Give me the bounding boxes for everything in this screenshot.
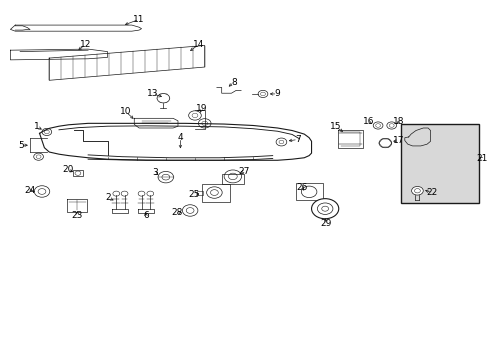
Circle shape bbox=[276, 138, 286, 146]
Circle shape bbox=[34, 186, 50, 197]
Text: 8: 8 bbox=[230, 78, 236, 87]
Text: 4: 4 bbox=[177, 133, 183, 142]
Text: 1: 1 bbox=[34, 122, 40, 131]
Text: 10: 10 bbox=[120, 107, 131, 116]
Circle shape bbox=[146, 191, 153, 196]
Circle shape bbox=[157, 94, 169, 103]
Text: 25: 25 bbox=[188, 190, 199, 199]
Circle shape bbox=[414, 189, 420, 193]
Circle shape bbox=[228, 173, 237, 180]
Circle shape bbox=[301, 186, 316, 198]
Circle shape bbox=[260, 92, 265, 96]
Circle shape bbox=[378, 138, 391, 148]
Circle shape bbox=[121, 191, 128, 196]
Circle shape bbox=[386, 122, 396, 129]
Text: 19: 19 bbox=[195, 104, 206, 113]
Text: 16: 16 bbox=[362, 117, 373, 126]
Text: 21: 21 bbox=[475, 154, 486, 163]
Circle shape bbox=[317, 203, 332, 215]
Text: 29: 29 bbox=[320, 219, 331, 228]
Text: 6: 6 bbox=[143, 211, 148, 220]
Circle shape bbox=[162, 174, 169, 180]
Bar bbox=[401, 125, 478, 203]
Text: 13: 13 bbox=[147, 89, 158, 98]
Circle shape bbox=[113, 191, 120, 196]
Text: 23: 23 bbox=[72, 211, 83, 220]
Text: 2: 2 bbox=[105, 193, 111, 202]
Circle shape bbox=[202, 121, 207, 126]
Bar bbox=[202, 184, 230, 202]
Text: 24: 24 bbox=[24, 185, 36, 194]
Circle shape bbox=[75, 171, 81, 175]
Circle shape bbox=[186, 208, 194, 213]
Circle shape bbox=[44, 130, 49, 134]
Bar bbox=[221, 174, 244, 184]
Text: 26: 26 bbox=[296, 183, 307, 192]
Circle shape bbox=[388, 124, 393, 127]
Circle shape bbox=[36, 155, 41, 158]
Circle shape bbox=[38, 189, 46, 194]
Text: 28: 28 bbox=[171, 208, 183, 217]
Text: 15: 15 bbox=[329, 122, 341, 131]
Text: 20: 20 bbox=[62, 166, 73, 175]
Bar bbox=[295, 183, 322, 201]
Text: 17: 17 bbox=[392, 136, 404, 145]
Circle shape bbox=[198, 119, 211, 128]
Circle shape bbox=[258, 90, 267, 98]
Circle shape bbox=[224, 170, 241, 183]
Circle shape bbox=[279, 140, 284, 144]
Text: 3: 3 bbox=[151, 168, 157, 177]
Text: 14: 14 bbox=[193, 40, 204, 49]
Text: 7: 7 bbox=[294, 135, 300, 144]
Circle shape bbox=[138, 191, 144, 196]
Bar bbox=[197, 191, 203, 195]
Circle shape bbox=[411, 186, 423, 195]
Text: 22: 22 bbox=[426, 188, 437, 197]
Circle shape bbox=[311, 199, 338, 219]
Circle shape bbox=[158, 171, 173, 183]
Circle shape bbox=[321, 206, 328, 211]
Text: 11: 11 bbox=[133, 15, 144, 24]
Circle shape bbox=[42, 129, 52, 135]
Text: 9: 9 bbox=[274, 89, 280, 98]
Circle shape bbox=[372, 122, 382, 129]
Circle shape bbox=[210, 190, 218, 195]
Circle shape bbox=[206, 187, 222, 198]
Circle shape bbox=[188, 111, 201, 120]
Bar bbox=[72, 170, 83, 176]
Text: 5: 5 bbox=[18, 141, 24, 150]
Text: 12: 12 bbox=[80, 40, 91, 49]
Circle shape bbox=[182, 205, 198, 216]
Circle shape bbox=[375, 124, 380, 127]
Circle shape bbox=[34, 153, 43, 160]
Text: 18: 18 bbox=[392, 117, 404, 126]
Circle shape bbox=[192, 113, 198, 118]
Text: 27: 27 bbox=[238, 167, 250, 176]
